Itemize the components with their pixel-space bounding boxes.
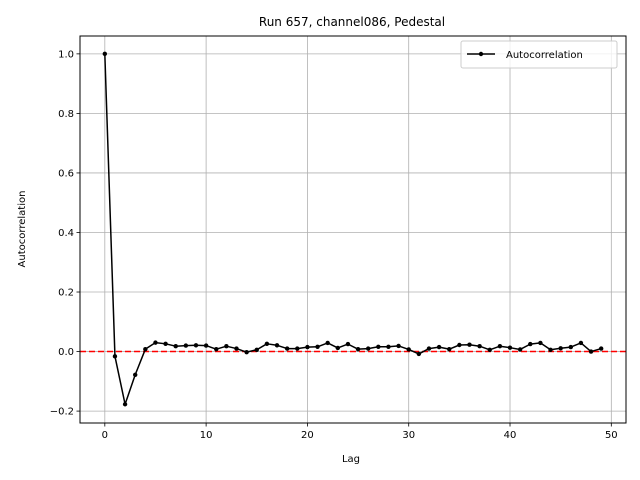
data-point: [203, 343, 209, 348]
data-point: [447, 346, 452, 352]
data-point: [284, 346, 290, 351]
data-point: [406, 347, 411, 352]
data-point: [193, 343, 199, 348]
data-point: [122, 402, 128, 407]
data-point: [163, 341, 168, 347]
x-tick-label: 10: [200, 430, 213, 441]
data-point: [112, 354, 118, 359]
data-point: [224, 343, 229, 349]
y-tick-label: 0.2: [58, 288, 74, 299]
legend-marker-sample: [478, 51, 484, 57]
x-tick-label: 30: [402, 430, 415, 441]
plot-frame: [79, 35, 627, 424]
data-point: [548, 347, 553, 352]
data-point: [315, 344, 320, 349]
data-point: [254, 347, 259, 352]
data-point: [598, 346, 604, 351]
x-tick-label: 0: [102, 430, 108, 441]
data-point: [214, 346, 219, 352]
legend: Autocorrelation: [460, 40, 618, 69]
data-point: [153, 340, 158, 345]
data-point: [568, 344, 573, 350]
data-point: [234, 346, 239, 351]
legend-label: Autocorrelation: [506, 50, 583, 61]
series-autocorrelation: [102, 51, 604, 407]
x-tick-label: 50: [605, 430, 618, 441]
data-point: [436, 344, 442, 350]
data-point: [143, 346, 148, 352]
data-point: [558, 346, 563, 351]
data-point: [416, 351, 422, 357]
y-tick-label: 0.8: [58, 109, 74, 120]
data-point: [507, 345, 513, 350]
data-point: [295, 346, 300, 351]
data-point: [396, 343, 401, 349]
data-point: [305, 344, 310, 350]
x-axis-ticks: 0 10 20 30 40 50: [102, 423, 618, 441]
data-point: [386, 344, 391, 349]
x-axis-label: Lag: [342, 454, 360, 465]
data-point: [457, 342, 462, 348]
data-point: [365, 346, 371, 351]
data-point: [274, 343, 280, 348]
data-point: [264, 341, 270, 347]
data-point: [102, 51, 108, 57]
data-point: [487, 347, 492, 352]
y-tick-label: 1.0: [58, 49, 74, 60]
data-point: [325, 340, 330, 346]
y-axis-label: Autocorrelation: [17, 191, 28, 268]
data-point: [183, 343, 189, 348]
data-point: [355, 346, 361, 352]
data-point: [335, 345, 341, 351]
data-point: [528, 341, 533, 347]
y-tick-label: 0.0: [58, 347, 74, 358]
data-point: [467, 342, 472, 347]
x-tick-label: 40: [504, 430, 517, 441]
x-tick-label: 20: [301, 430, 314, 441]
data-point: [173, 343, 178, 349]
data-point: [538, 340, 543, 346]
data-point: [588, 349, 594, 354]
data-point: [345, 341, 351, 347]
y-axis-ticks: −0.2 0.0 0.2 0.4 0.6 0.8 1.0: [50, 49, 80, 418]
data-point: [426, 346, 432, 351]
y-tick-label: −0.2: [50, 407, 74, 418]
legend-box: [460, 40, 618, 69]
data-point: [517, 347, 523, 352]
y-tick-label: 0.4: [58, 228, 74, 239]
data-point: [477, 343, 482, 349]
data-point: [578, 340, 584, 346]
data-point: [133, 372, 138, 377]
data-point: [244, 349, 249, 355]
data-point: [376, 344, 381, 349]
chart-title: Run 657, channel086, Pedestal: [259, 15, 445, 29]
grid-lines: [80, 36, 626, 423]
data-point: [497, 343, 503, 349]
y-tick-label: 0.6: [58, 168, 74, 179]
